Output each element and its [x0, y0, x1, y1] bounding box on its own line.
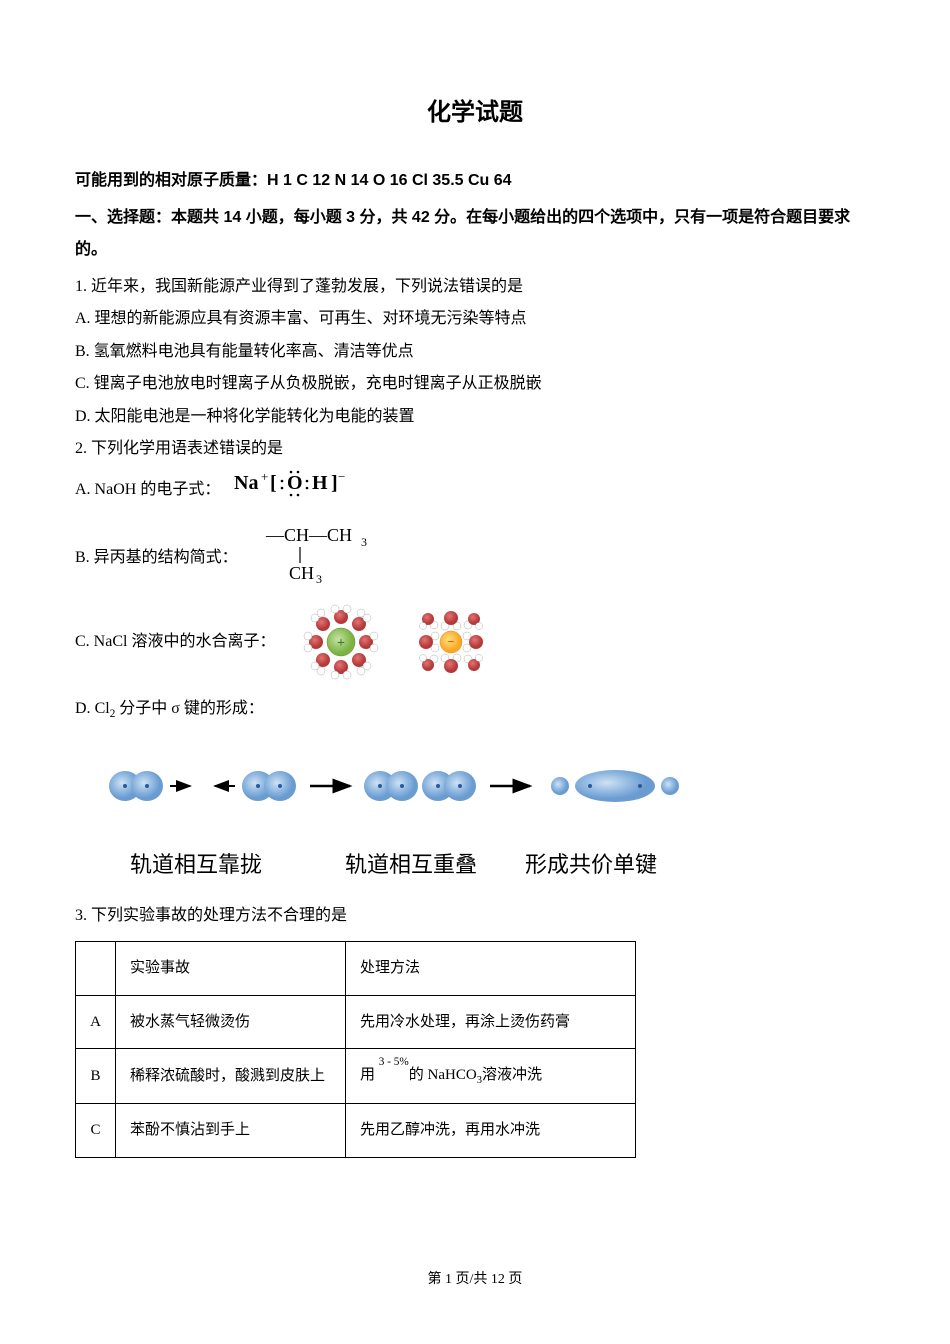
isopropyl-structure: —CH—CH 3 CH 3: [256, 525, 396, 590]
orbital-label-bond: 形成共价单键: [525, 844, 705, 886]
svg-text:3: 3: [361, 535, 367, 549]
atomic-masses: 可能用到的相对原子质量：H 1 C 12 N 14 O 16 Cl 35.5 C…: [75, 166, 875, 196]
table-row: A 被水蒸气轻微烫伤 先用冷水处理，再涂上烫伤药膏: [76, 995, 636, 1049]
section-header: 一、选择题：本题共 14 小题，每小题 3 分，共 42 分。在每小题给出的四个…: [75, 202, 875, 266]
hydration-ions-diagram: +: [291, 602, 491, 682]
svg-text:+: +: [261, 469, 268, 484]
page-footer: 第 1 页/共 12 页: [0, 1267, 950, 1294]
svg-text:−: −: [448, 634, 455, 649]
svg-text:—CH—CH: —CH—CH: [265, 525, 352, 545]
svg-text:]: ]: [331, 472, 338, 494]
q2a-prefix: A. NaOH 的电子式：: [75, 475, 220, 505]
table-row: C 苯酚不慎沾到手上 先用乙醇冲洗，再用水冲洗: [76, 1104, 636, 1158]
q2-option-b: B. 异丙基的结构简式： —CH—CH 3 CH 3: [75, 525, 875, 590]
q2-option-c: C. NaCl 溶液中的水合离子： +: [75, 602, 875, 682]
page-title: 化学试题: [75, 90, 875, 136]
svg-text:−: −: [338, 469, 345, 484]
electron-formula: Na + [ O H ] −: [234, 466, 374, 513]
svg-text:+: +: [337, 636, 345, 651]
q2-stem: 2. 下列化学用语表述错误的是: [75, 434, 875, 464]
q2-option-a: A. NaOH 的电子式： Na + [ O H ] −: [75, 466, 875, 513]
q2b-prefix: B. 异丙基的结构简式：: [75, 543, 238, 573]
svg-text:H: H: [312, 472, 328, 494]
q1-stem: 1. 近年来，我国新能源产业得到了蓬勃发展，下列说法错误的是: [75, 272, 875, 302]
q1-option-d: D. 太阳能电池是一种将化学能转化为电能的装置: [75, 402, 875, 432]
sigma-bond-diagram: 轨道相互靠拢 轨道相互重叠 形成共价单键: [105, 751, 875, 886]
q2c-prefix: C. NaCl 溶液中的水合离子：: [75, 627, 275, 657]
orbital-label-approach: 轨道相互靠拢: [105, 844, 335, 886]
svg-text:3: 3: [316, 572, 322, 585]
svg-text:[: [: [270, 472, 277, 494]
q3-stem: 3. 下列实验事故的处理方法不合理的是: [75, 901, 875, 931]
q1-option-a: A. 理想的新能源应具有资源丰富、可再生、对环境无污染等特点: [75, 304, 875, 334]
q1-option-c: C. 锂离子电池放电时锂离子从负极脱嵌，充电时锂离子从正极脱嵌: [75, 369, 875, 399]
q2-option-d: D. Cl2 分子中 σ 键的形成：: [75, 694, 875, 725]
table-header-method: 处理方法: [346, 942, 636, 996]
table-header-accident: 实验事故: [116, 942, 346, 996]
q1-option-b: B. 氢氧燃料电池具有能量转化率高、清洁等优点: [75, 337, 875, 367]
table-row: B 稀释浓硫酸时，酸溅到皮肤上 用 3 - 5% 的 NaHCO3溶液冲洗: [76, 1049, 636, 1104]
svg-text:CH: CH: [289, 563, 314, 583]
svg-text:Na: Na: [234, 472, 258, 494]
orbital-label-overlap: 轨道相互重叠: [335, 844, 525, 886]
svg-text:O: O: [287, 472, 303, 494]
q3-table: 实验事故 处理方法 A 被水蒸气轻微烫伤 先用冷水处理，再涂上烫伤药膏 B 稀释…: [75, 941, 636, 1158]
